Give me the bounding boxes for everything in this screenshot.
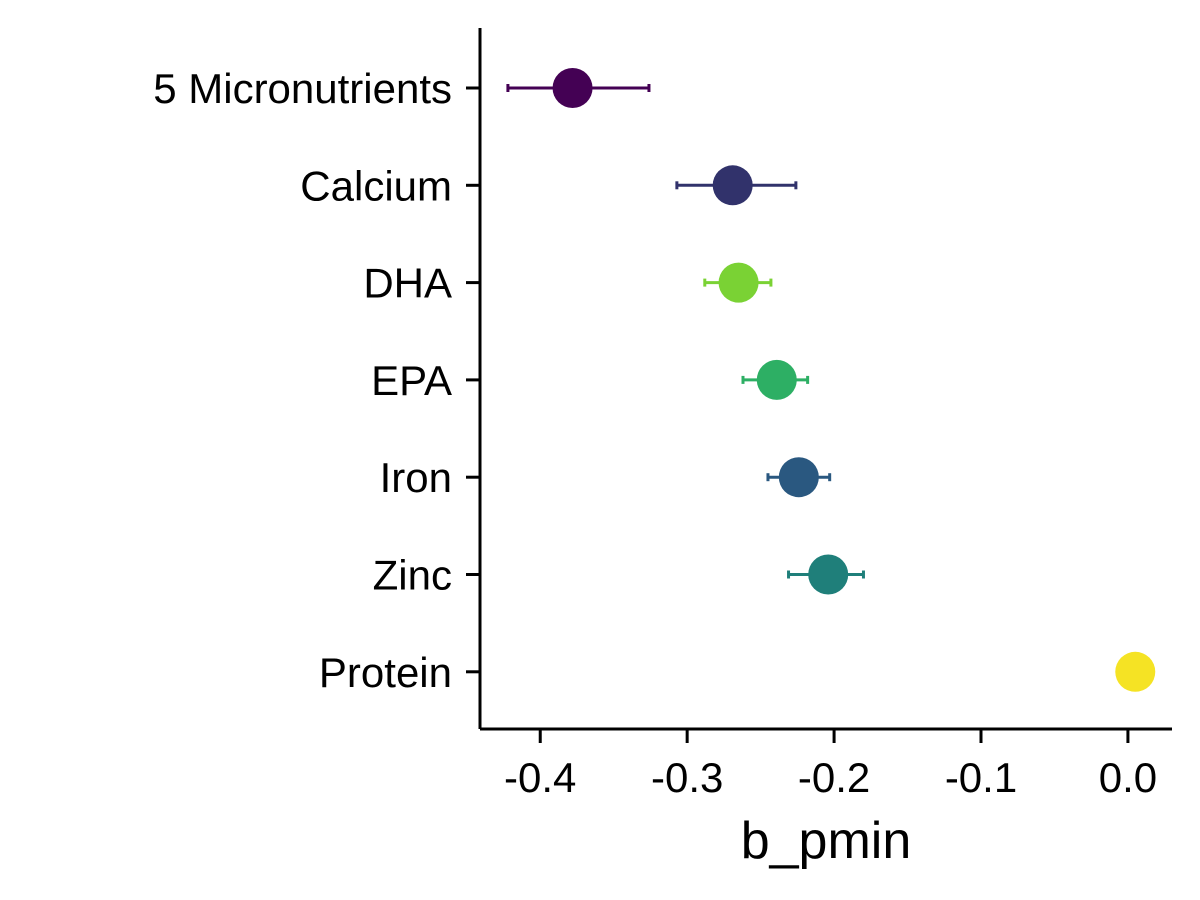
x-axis-tick-labels: -0.4 -0.3 -0.2 -0.1 0.0 (504, 754, 1157, 801)
y-axis-tick-labels: 5 Micronutrients Calcium DHA EPA Iron Zinc Pro… (153, 65, 452, 696)
point-zinc (808, 554, 849, 595)
point-group-protein (1115, 651, 1156, 692)
y-tick-label-iron: Iron (380, 454, 452, 501)
point-group-5-micronutrients (506, 68, 651, 108)
y-tick-label-epa: EPA (371, 357, 452, 404)
data-marks (506, 68, 1156, 692)
x-tick-label: 0.0 (1099, 754, 1157, 801)
point-group-iron (766, 457, 832, 498)
y-tick-label-dha: DHA (363, 260, 452, 307)
point-group-epa (741, 359, 810, 400)
x-tick-label: -0.3 (651, 754, 723, 801)
x-tick-label: -0.2 (798, 754, 870, 801)
y-tick-label-zinc: Zinc (373, 552, 452, 599)
point-dha (718, 262, 759, 303)
point-group-calcium (675, 165, 798, 206)
x-tick-label: -0.1 (945, 754, 1017, 801)
point-5-micronutrients (552, 68, 593, 108)
x-axis-title: b_pmin (741, 812, 912, 870)
y-tick-label-calcium: Calcium (300, 162, 452, 209)
y-tick-label-protein: Protein (319, 649, 452, 696)
point-calcium (712, 165, 753, 206)
x-tick-label: -0.4 (504, 754, 576, 801)
y-axis-ticks (466, 86, 480, 674)
point-group-zinc (787, 554, 865, 595)
point-protein (1115, 651, 1156, 692)
point-group-dha (703, 262, 773, 303)
y-tick-label-5-micronutrients: 5 Micronutrients (153, 65, 452, 112)
point-epa (756, 359, 797, 400)
point-iron (778, 457, 819, 498)
x-axis-ticks (538, 729, 1130, 743)
